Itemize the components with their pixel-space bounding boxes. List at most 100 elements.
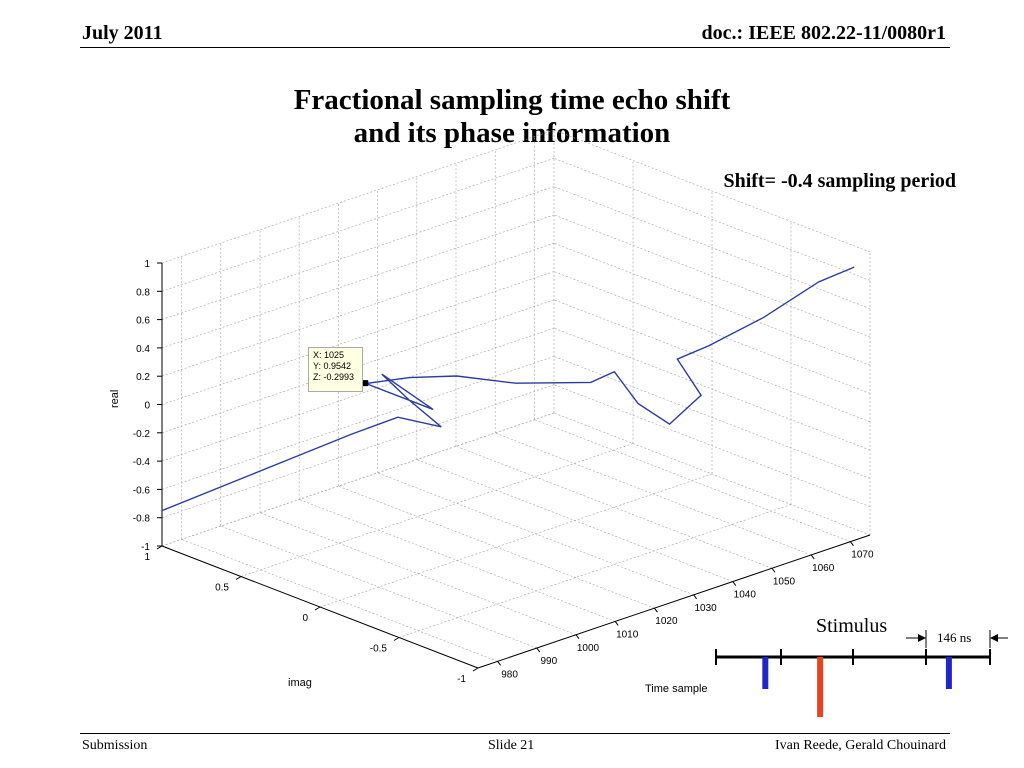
data-tip-x: X: 1025 [313, 350, 345, 360]
grid-line [553, 186, 871, 309]
tick-labels: 98099010001010102010301040105010601070-1… [133, 259, 874, 685]
datatip-marker[interactable] [362, 380, 369, 387]
grid-line [553, 271, 871, 394]
grid-line [398, 504, 792, 638]
x-tick-mark [810, 554, 815, 560]
x-tick-mark [536, 647, 541, 653]
grid-line [338, 485, 655, 609]
x-tick-label: 1060 [812, 563, 835, 574]
y-tick-label: -1 [457, 674, 466, 685]
data-series [161, 266, 855, 512]
y-tick-mark [314, 606, 321, 611]
y-tick-mark [235, 576, 242, 580]
grid-line [220, 525, 537, 649]
grid-line [161, 186, 555, 320]
grid-line [161, 356, 555, 490]
grid-line [553, 242, 871, 366]
data-tip-z: Z: -0.2993 [313, 372, 355, 382]
grid-line [553, 214, 871, 338]
x-tick-label: 1010 [616, 629, 639, 640]
x-tick-mark [614, 621, 619, 626]
z-tick-label: 0 [144, 401, 150, 412]
z-tick-label: 0.4 [136, 344, 150, 355]
x-tick-mark [771, 567, 776, 573]
slide-title: Fractional sampling time echo shift and … [0, 84, 1024, 150]
x-tick-label: 1000 [577, 643, 600, 654]
grid-line [161, 412, 555, 547]
grid-line [495, 432, 812, 556]
header-date: July 2011 [82, 22, 163, 44]
series-line [161, 266, 855, 512]
z-tick-label: -1 [141, 542, 150, 553]
grid-line [161, 129, 555, 264]
grid-line [319, 473, 713, 608]
z-tick-label: 1 [144, 259, 150, 270]
y-tick-label: 0.5 [215, 583, 229, 594]
grid-line [161, 299, 555, 434]
grid-lines [161, 129, 871, 669]
x-tick-label: 1020 [655, 616, 678, 627]
grid-line [455, 445, 773, 569]
grid-line [553, 158, 871, 281]
x-tick-mark [850, 541, 854, 546]
axes-box [156, 262, 871, 672]
title-line-2: and its phase information [353, 117, 671, 149]
z-tick-label: 0.2 [136, 372, 150, 383]
grid-line [259, 512, 577, 636]
footer-slide-number: Slide 21 [488, 738, 535, 753]
z-tick-label: -0.6 [133, 485, 151, 496]
header-doc-number: doc.: IEEE 802.22-11/0080r1 [701, 22, 946, 44]
grid-line [553, 412, 871, 536]
grid-line [161, 158, 555, 292]
x-tick-mark [497, 661, 502, 666]
header-rule [80, 47, 950, 48]
x-axis-line [477, 534, 871, 669]
z-tick-label: -0.2 [133, 429, 151, 440]
x-tick-label: 990 [540, 656, 557, 667]
data-tip[interactable]: X: 1025 Y: 0.9542 Z: -0.2993 [308, 347, 363, 392]
z-tick-label: 0.6 [136, 316, 150, 327]
grid-line [553, 356, 871, 479]
y-tick-mark [393, 637, 400, 641]
y-tick-label: -0.5 [370, 644, 388, 655]
grid-line [377, 472, 694, 596]
arrowhead-left [918, 634, 926, 642]
data-tip-y: Y: 0.9542 [313, 361, 352, 371]
y-tick-mark [472, 667, 479, 672]
grid-line [161, 242, 555, 377]
grid-line [161, 214, 555, 349]
grid-line [240, 443, 634, 577]
x-axis-label: Time sample [645, 683, 708, 695]
x-tick-mark [732, 581, 737, 586]
y-axis-label: imag [288, 677, 312, 689]
grid-line [161, 271, 555, 405]
grid-line [161, 384, 555, 518]
x-tick-label: 1070 [851, 550, 874, 561]
footer-left: Submission [82, 738, 148, 753]
z-tick-label: -0.4 [133, 457, 151, 468]
stimulus-diagram [715, 630, 1008, 717]
grid-line [161, 327, 555, 462]
x-tick-label: 1050 [773, 576, 796, 587]
stimulus-label: Stimulus [816, 615, 888, 637]
y-tick-label: 0 [302, 613, 308, 624]
z-tick-label: 0.8 [136, 287, 150, 298]
footer-rule [80, 733, 950, 734]
x-tick-mark [575, 634, 580, 640]
x-tick-mark [654, 607, 658, 613]
arrowhead-right [990, 634, 998, 642]
y-tick-label: 1 [144, 552, 150, 563]
x-tick-label: 980 [501, 669, 518, 680]
grid-line [553, 299, 871, 423]
footer-authors: Ivan Reede, Gerald Chouinard [774, 738, 946, 753]
z-axis-label: real [109, 390, 121, 408]
x-tick-label: 1030 [694, 603, 717, 614]
z-tick-label: -0.8 [133, 514, 151, 525]
grid-line [553, 384, 871, 507]
shift-annotation: Shift= -0.4 sampling period [723, 170, 956, 192]
stimulus-interval-label: 146 ns [937, 630, 972, 645]
x-tick-label: 1040 [734, 590, 757, 601]
x-tick-mark [693, 594, 697, 600]
grid-line [553, 327, 871, 451]
